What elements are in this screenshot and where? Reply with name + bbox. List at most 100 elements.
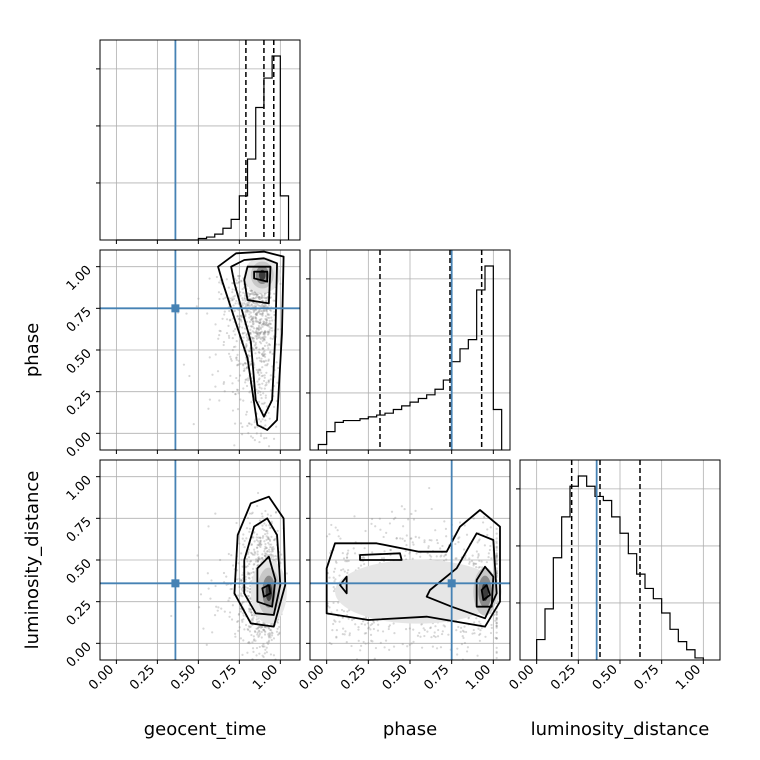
scatter-point bbox=[247, 668, 249, 670]
panel-content bbox=[310, 460, 510, 678]
scatter-point bbox=[474, 562, 477, 565]
scatter-point bbox=[222, 381, 226, 384]
scatter-point bbox=[259, 545, 262, 548]
scatter-point bbox=[222, 340, 226, 344]
scatter-point bbox=[260, 402, 264, 405]
x-axis-label-geocent_time: geocent_time bbox=[144, 719, 267, 740]
scatter-point bbox=[254, 341, 257, 344]
scatter-point bbox=[346, 556, 349, 559]
x-tick-label: 1.00 bbox=[463, 662, 494, 693]
scatter-point bbox=[264, 335, 267, 339]
scatter-point bbox=[272, 555, 275, 558]
scatter-point bbox=[170, 614, 173, 618]
scatter-point bbox=[347, 568, 350, 572]
scatter-panel-geocent_time-vs-phase: 0.00 0.25 0.50 0.75 1.00 bbox=[64, 249, 301, 461]
scatter-point bbox=[268, 417, 271, 420]
scatter-point bbox=[338, 574, 341, 577]
scatter-point bbox=[263, 322, 267, 325]
scatter-point bbox=[252, 571, 255, 574]
scatter-point bbox=[265, 319, 268, 322]
scatter-point bbox=[264, 353, 267, 356]
scatter-point bbox=[228, 336, 231, 339]
scatter-point bbox=[470, 560, 474, 563]
scatter-point bbox=[269, 543, 273, 546]
scatter-point bbox=[336, 529, 339, 532]
scatter-point bbox=[250, 543, 254, 546]
scatter-point bbox=[477, 554, 480, 557]
scatter-point bbox=[274, 510, 278, 514]
scatter-point bbox=[242, 543, 245, 546]
scatter-point bbox=[236, 620, 239, 623]
scatter-point bbox=[466, 646, 470, 649]
scatter-point bbox=[259, 331, 262, 335]
scatter-point bbox=[269, 378, 272, 381]
density-cell bbox=[265, 582, 273, 601]
scatter-point bbox=[268, 322, 271, 325]
x-tick-label: 0.00 bbox=[86, 662, 117, 693]
scatter-point bbox=[250, 292, 253, 296]
scatter-point bbox=[493, 613, 496, 616]
scatter-point bbox=[248, 349, 251, 353]
scatter-point bbox=[246, 303, 249, 306]
scatter-point bbox=[495, 613, 498, 616]
scatter-point bbox=[454, 557, 457, 560]
scatter-point bbox=[414, 535, 417, 538]
scatter-point bbox=[261, 556, 264, 560]
scatter-point bbox=[257, 351, 260, 354]
scatter-point bbox=[420, 646, 424, 649]
scatter-point bbox=[392, 518, 396, 521]
scatter-point bbox=[237, 562, 240, 565]
scatter-point bbox=[263, 622, 266, 625]
scatter-point bbox=[346, 610, 349, 613]
scatter-point bbox=[359, 564, 363, 567]
scatter-point bbox=[263, 338, 266, 341]
scatter-point bbox=[264, 394, 267, 397]
scatter-point bbox=[342, 610, 346, 613]
scatter-point bbox=[441, 544, 444, 548]
scatter-point bbox=[247, 353, 250, 357]
scatter-point bbox=[268, 313, 271, 316]
scatter-point bbox=[252, 317, 255, 320]
scatter-point bbox=[272, 299, 275, 302]
scatter-point bbox=[264, 331, 267, 334]
scatter-point bbox=[256, 631, 259, 634]
scatter-point bbox=[269, 296, 272, 299]
scatter-point bbox=[388, 522, 392, 525]
scatter-point bbox=[218, 399, 221, 402]
scatter-point bbox=[266, 530, 269, 533]
scatter-point bbox=[495, 622, 498, 625]
scatter-point bbox=[458, 521, 462, 524]
scatter-point bbox=[265, 364, 269, 367]
panel-content bbox=[100, 460, 300, 670]
scatter-point bbox=[235, 356, 238, 360]
scatter-point bbox=[216, 609, 219, 612]
scatter-point bbox=[250, 318, 253, 321]
scatter-point bbox=[255, 654, 258, 657]
contour-line bbox=[217, 250, 285, 431]
scatter-point bbox=[495, 540, 498, 543]
y-tick-label: 0.25 bbox=[64, 598, 95, 629]
scatter-point bbox=[266, 513, 269, 516]
scatter-point bbox=[231, 409, 235, 412]
scatter-point bbox=[250, 611, 253, 614]
scatter-point bbox=[257, 389, 260, 393]
histogram-panel-luminosity_distance: 0.00 0.25 0.50 0.75 1.00 bbox=[506, 459, 721, 693]
scatter-point bbox=[403, 508, 406, 511]
scatter-point bbox=[269, 526, 272, 530]
scatter-point bbox=[210, 579, 213, 582]
scatter-point bbox=[412, 640, 415, 643]
scatter-point bbox=[267, 379, 270, 383]
scatter-point bbox=[250, 290, 253, 293]
scatter-point bbox=[380, 676, 382, 678]
scatter-point bbox=[257, 296, 260, 299]
scatter-point bbox=[238, 274, 242, 278]
scatter-point bbox=[495, 610, 498, 613]
scatter-point bbox=[366, 622, 369, 625]
scatter-point bbox=[263, 652, 266, 655]
contour-line bbox=[339, 575, 348, 595]
scatter-point bbox=[264, 396, 267, 399]
scatter-point bbox=[473, 632, 476, 635]
scatter-point bbox=[258, 296, 261, 299]
scatter-point bbox=[486, 533, 489, 537]
scatter-point bbox=[252, 639, 255, 642]
